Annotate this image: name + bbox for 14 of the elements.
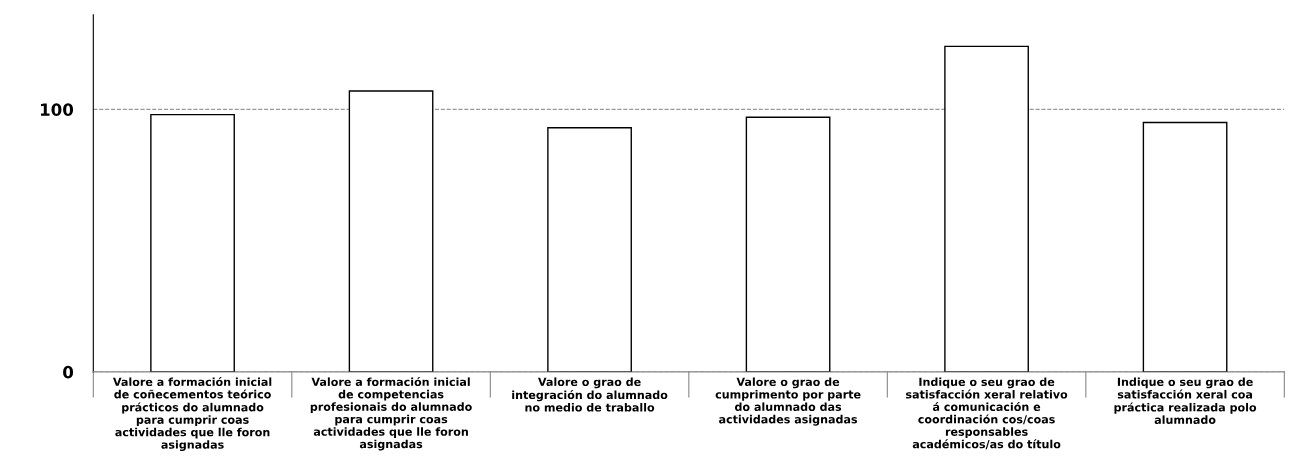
bar bbox=[745, 116, 831, 372]
x-tick-label: Valore o grao de integración do alumnado no medio de traballo bbox=[512, 377, 668, 412]
bar bbox=[1142, 121, 1228, 372]
x-tick-label: Indique o seu grao de satisfacción xeral coa práctica realizada polo alumnado bbox=[1114, 377, 1257, 424]
x-tick-label: Indique o seu grao de satisfacción xeral relativo á comunicación e coordinación cos/coas responsables académicos/as do título bbox=[906, 377, 1068, 450]
x-tick-label: Valore a formación inicial de competencias profesionais do alumnado para cumprir coas actividades que lle foron asignadas bbox=[310, 376, 472, 451]
y-tick-label: 0 bbox=[63, 365, 74, 379]
bar bbox=[547, 127, 632, 372]
y-tick-label: 100 bbox=[40, 103, 74, 116]
bar bbox=[944, 45, 1029, 372]
bar bbox=[150, 113, 235, 372]
x-tick-label: Valore o grao de cumprimento por parte do alumnado das actividades asignadas bbox=[715, 377, 861, 426]
bar bbox=[348, 90, 434, 372]
x-tick-label: Valore a formación inicial de coñecementos teórico prácticos do alumnado para cumprir coas actividades que lle foron asignadas bbox=[113, 376, 272, 452]
